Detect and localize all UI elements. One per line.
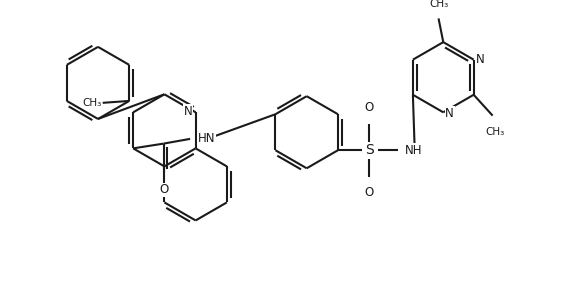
Text: O: O [159, 183, 168, 197]
Text: N: N [476, 53, 484, 66]
Text: O: O [364, 186, 374, 199]
Text: N: N [184, 105, 193, 118]
Text: CH₃: CH₃ [429, 0, 448, 9]
Text: NH: NH [405, 144, 423, 157]
Text: CH₃: CH₃ [486, 127, 505, 137]
Text: S: S [365, 143, 373, 157]
Text: HN: HN [198, 132, 215, 145]
Text: N: N [445, 107, 454, 120]
Text: O: O [364, 101, 374, 114]
Text: CH₃: CH₃ [82, 98, 102, 108]
